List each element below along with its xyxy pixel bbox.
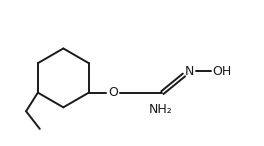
Text: O: O — [109, 86, 118, 99]
Text: NH₂: NH₂ — [149, 103, 172, 116]
Text: N: N — [185, 65, 195, 78]
Text: OH: OH — [213, 65, 232, 78]
